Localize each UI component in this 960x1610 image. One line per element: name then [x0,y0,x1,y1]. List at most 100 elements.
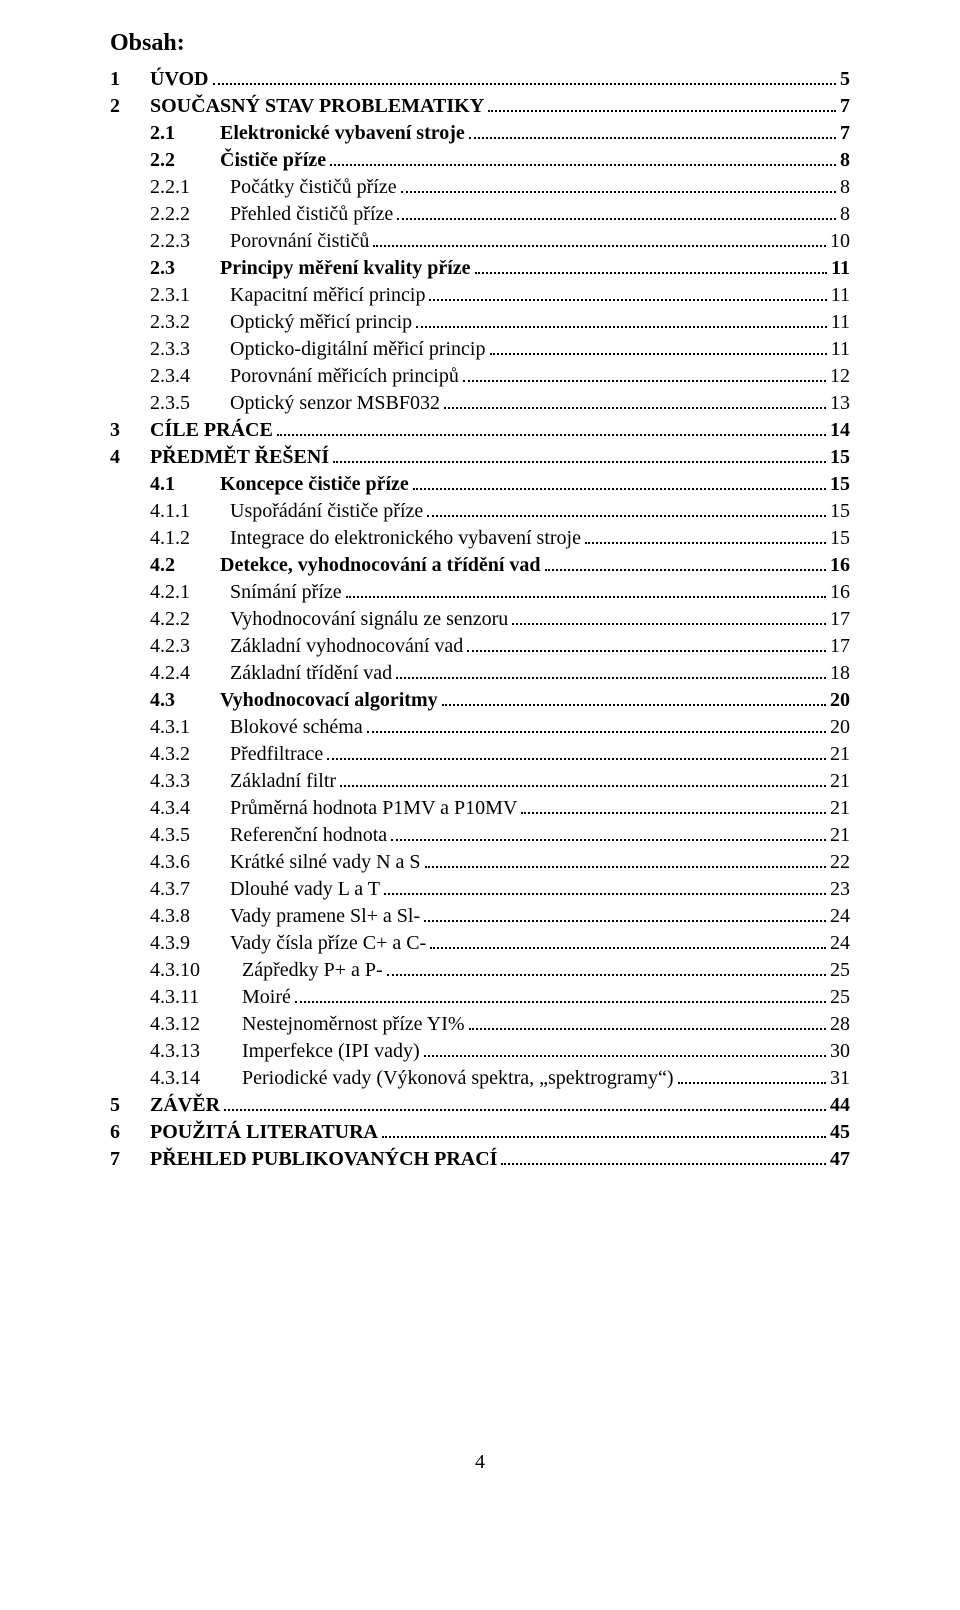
dot-leader [512,607,826,625]
toc-entry-label: Vyhodnocovací algoritmy [220,689,438,712]
toc-entry-label: Elektronické vybavení stroje [220,122,465,145]
dot-leader [367,715,826,733]
dot-leader [463,364,826,382]
toc-entry-page: 15 [830,527,850,550]
toc-entry: 3CÍLE PRÁCE14 [110,418,850,442]
toc-entry: 4.1.1Uspořádání čističe příze15 [110,499,850,523]
toc-entry-number: 4.1.2 [150,527,230,550]
dot-leader [340,769,826,787]
toc-entry-page: 14 [830,419,850,442]
toc-entry: 4.3.12Nestejnoměrnost příze YI%28 [110,1012,850,1036]
dot-leader [416,310,827,328]
toc-entry-label: SOUČASNÝ STAV PROBLEMATIKY [150,95,484,118]
toc-entry-label: Kapacitní měřicí princip [230,284,425,307]
toc-entry-label: Základní filtr [230,770,336,793]
toc-entry: 5ZÁVĚR44 [110,1093,850,1117]
toc-entry-number: 2.3.1 [150,284,230,307]
toc-entry: 2.2.2Přehled čističů příze 8 [110,202,850,226]
toc-entry-page: 13 [830,392,850,415]
dot-leader [490,337,827,355]
toc-entry: 4.2Detekce, vyhodnocování a třídění vad1… [110,553,850,577]
table-of-contents: 1ÚVOD52SOUČASNÝ STAV PROBLEMATIKY72.1Ele… [110,67,850,1171]
toc-entry-page: 25 [830,959,850,982]
toc-entry-label: Blokové schéma [230,716,363,739]
toc-entry: 2.2Čističe příze8 [110,148,850,172]
toc-entry-page: 15 [830,446,850,469]
toc-entry-label: Referenční hodnota [230,824,387,847]
toc-entry-number: 4.3.12 [150,1013,242,1036]
toc-entry-label: Nestejnoměrnost příze YI% [242,1013,465,1036]
toc-entry-page: 21 [830,824,850,847]
toc-entry-label: Detekce, vyhodnocování a třídění vad [220,554,541,577]
toc-entry: 4.3.10Zápředky P+ a P-25 [110,958,850,982]
toc-entry-label: Vady pramene Sl+ a Sl- [230,905,420,928]
toc-entry-label: Přehled čističů příze [230,203,393,226]
toc-entry: 4.3.8Vady pramene Sl+ a Sl-24 [110,904,850,928]
toc-entry-page: 7 [840,122,850,145]
dot-leader [295,985,826,1003]
toc-entry-number: 4.3.3 [150,770,230,793]
toc-entry-page: 5 [840,68,850,91]
toc-entry-page: 20 [830,689,850,712]
toc-entry-page: 10 [830,230,850,253]
page: Obsah: 1ÚVOD52SOUČASNÝ STAV PROBLEMATIKY… [0,0,960,1514]
toc-entry: 2.3.4Porovnání měřicích principů12 [110,364,850,388]
toc-entry: 4.2.3Základní vyhodnocování vad17 [110,634,850,658]
toc-entry-label: Porovnání měřicích principů [230,365,459,388]
dot-leader [277,418,826,436]
toc-entry-number: 2.3.3 [150,338,230,361]
dot-leader [488,94,836,112]
dot-leader [444,391,826,409]
toc-entry-page: 22 [830,851,850,874]
toc-entry: 4PŘEDMĚT ŘEŠENÍ15 [110,445,850,469]
toc-entry-number: 4.2.1 [150,581,230,604]
dot-leader [397,202,836,220]
toc-entry-number: 4.3.1 [150,716,230,739]
toc-entry-number: 2.1 [150,122,220,145]
dot-leader [413,472,826,490]
dot-leader [585,526,826,544]
dot-leader [384,877,826,895]
toc-entry: 2.1Elektronické vybavení stroje 7 [110,121,850,145]
dot-leader [330,148,836,166]
toc-entry-number: 4.3.9 [150,932,230,955]
toc-entry: 4.3.6Krátké silné vady N a S22 [110,850,850,874]
toc-entry-label: Krátké silné vady N a S [230,851,421,874]
toc-entry: 4.2.1Snímání příze16 [110,580,850,604]
toc-entry-number: 4.2.3 [150,635,230,658]
toc-entry-number: 4.1.1 [150,500,230,523]
dot-leader [213,67,837,85]
toc-entry-label: Koncepce čističe příze [220,473,409,496]
toc-entry-page: 11 [831,257,850,280]
toc-entry-page: 8 [840,203,850,226]
toc-entry-label: PŘEHLED PUBLIKOVANÝCH PRACÍ [150,1148,497,1171]
toc-entry-label: Předfiltrace [230,743,323,766]
toc-entry: 2.3Principy měření kvality příze11 [110,256,850,280]
toc-entry-number: 4.3.2 [150,743,230,766]
dot-leader [333,445,826,463]
dot-leader [391,823,826,841]
toc-entry-page: 16 [830,581,850,604]
toc-entry-number: 5 [110,1094,150,1117]
toc-entry-number: 2.3.4 [150,365,230,388]
toc-entry-number: 2.2.2 [150,203,230,226]
toc-entry-page: 15 [830,473,850,496]
dot-leader [346,580,826,598]
toc-entry-label: ZÁVĚR [150,1094,220,1117]
toc-entry-page: 47 [830,1148,850,1171]
dot-leader [387,958,826,976]
toc-entry-number: 2.3.5 [150,392,230,415]
toc-entry-page: 17 [830,608,850,631]
toc-entry-page: 45 [830,1121,850,1144]
toc-entry-page: 8 [840,176,850,199]
toc-entry-page: 11 [831,284,850,307]
toc-entry-label: Imperfekce (IPI vady) [242,1040,420,1063]
dot-leader [430,931,826,949]
toc-entry: 4.3.14Periodické vady (Výkonová spektra,… [110,1066,850,1090]
dot-leader [427,499,826,517]
toc-entry: 4.3.4Průměrná hodnota P1MV a P10MV21 [110,796,850,820]
toc-entry-label: Dlouhé vady L a T [230,878,380,901]
dot-leader [424,1039,826,1057]
page-title: Obsah: [110,30,850,57]
toc-entry: 4.2.4Základní třídění vad18 [110,661,850,685]
